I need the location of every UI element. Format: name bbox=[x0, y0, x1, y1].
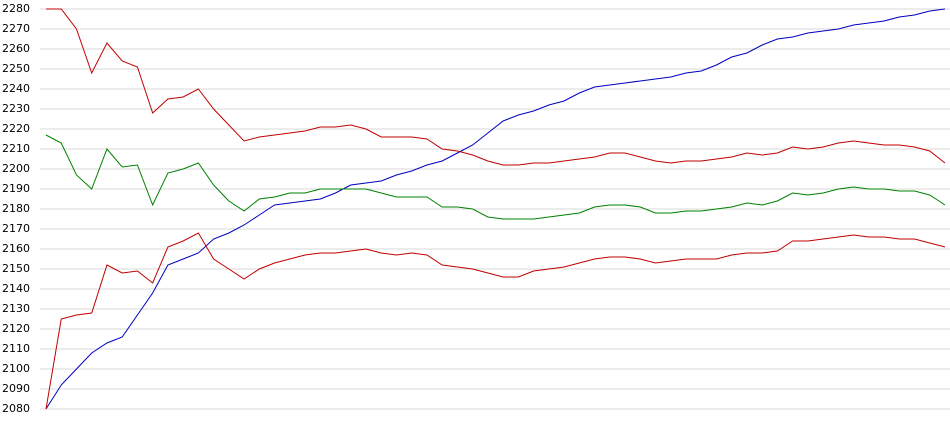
line-series bbox=[46, 8, 946, 166]
y-tick-label: 2100 bbox=[2, 362, 30, 375]
y-tick-label: 2120 bbox=[2, 322, 30, 335]
y-tick-label: 2150 bbox=[2, 262, 30, 275]
y-tick-label: 2140 bbox=[2, 282, 30, 295]
y-tick-label: 2230 bbox=[2, 102, 30, 115]
y-tick-label: 2190 bbox=[2, 182, 30, 195]
y-tick-label: 2130 bbox=[2, 302, 30, 315]
y-tick-label: 2160 bbox=[2, 242, 30, 255]
y-tick-label: 2200 bbox=[2, 162, 30, 175]
y-tick-label: 2280 bbox=[2, 2, 30, 15]
y-tick-label: 2090 bbox=[2, 382, 30, 395]
y-tick-label: 2110 bbox=[2, 342, 30, 355]
y-tick-label: 2270 bbox=[2, 22, 30, 35]
y-tick-label: 2180 bbox=[2, 202, 30, 215]
y-tick-label: 2170 bbox=[2, 222, 30, 235]
y-tick-label: 2080 bbox=[2, 402, 30, 415]
y-tick-label: 2240 bbox=[2, 82, 30, 95]
y-tick-label: 2260 bbox=[2, 42, 30, 55]
line-series bbox=[45, 232, 946, 410]
y-tick-label: 2210 bbox=[2, 142, 30, 155]
y-tick-label: 2220 bbox=[2, 122, 30, 135]
line-series bbox=[45, 134, 946, 220]
y-tick-label: 2250 bbox=[2, 62, 30, 75]
line-series bbox=[45, 8, 946, 410]
